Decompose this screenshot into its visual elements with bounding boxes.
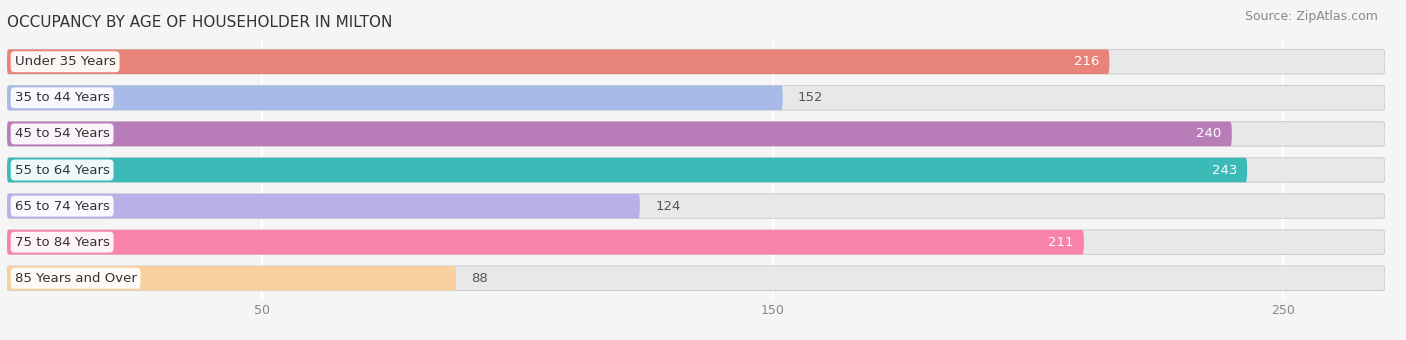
Text: 88: 88 [471,272,488,285]
Text: 216: 216 [1074,55,1099,68]
FancyBboxPatch shape [7,194,640,218]
Text: 55 to 64 Years: 55 to 64 Years [14,164,110,176]
Text: 65 to 74 Years: 65 to 74 Years [14,200,110,212]
Text: 152: 152 [799,91,824,104]
FancyBboxPatch shape [7,122,1232,146]
Text: OCCUPANCY BY AGE OF HOUSEHOLDER IN MILTON: OCCUPANCY BY AGE OF HOUSEHOLDER IN MILTO… [7,15,392,30]
FancyBboxPatch shape [7,266,1385,291]
FancyBboxPatch shape [7,122,1385,146]
Text: 124: 124 [655,200,681,212]
FancyBboxPatch shape [7,158,1385,182]
FancyBboxPatch shape [7,86,783,110]
FancyBboxPatch shape [7,158,1247,182]
FancyBboxPatch shape [7,86,1385,110]
FancyBboxPatch shape [7,49,1385,74]
FancyBboxPatch shape [7,230,1385,254]
Text: 35 to 44 Years: 35 to 44 Years [14,91,110,104]
Text: 45 to 54 Years: 45 to 54 Years [14,128,110,140]
Text: Under 35 Years: Under 35 Years [14,55,115,68]
FancyBboxPatch shape [7,230,1084,254]
FancyBboxPatch shape [7,194,1385,218]
Text: Source: ZipAtlas.com: Source: ZipAtlas.com [1244,10,1378,23]
FancyBboxPatch shape [7,49,1109,74]
Text: 85 Years and Over: 85 Years and Over [14,272,136,285]
FancyBboxPatch shape [7,266,456,291]
Text: 211: 211 [1047,236,1074,249]
Text: 75 to 84 Years: 75 to 84 Years [14,236,110,249]
Text: 240: 240 [1197,128,1222,140]
Text: 243: 243 [1212,164,1237,176]
